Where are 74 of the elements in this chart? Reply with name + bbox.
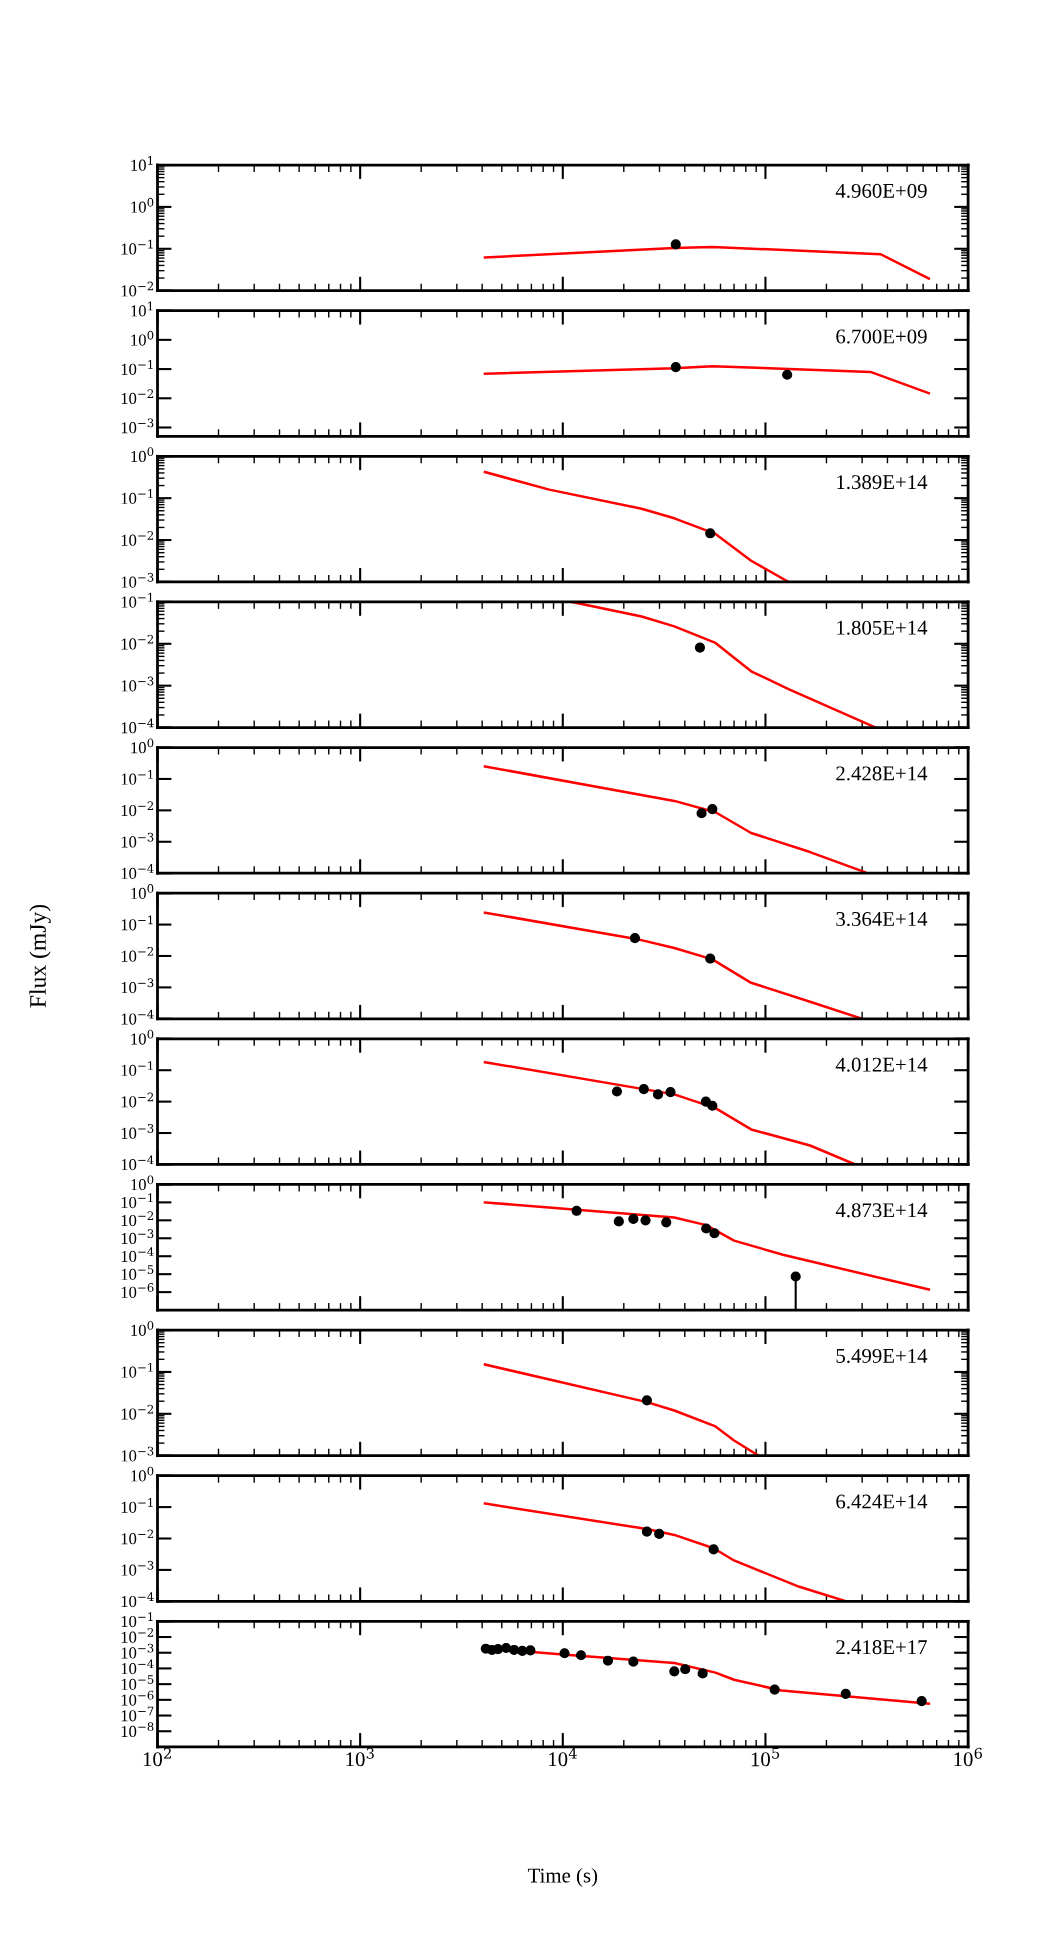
y-tick-label: 10$^{0}$ (131, 447, 154, 463)
y-tick-label: 10$^{−3}$ (121, 676, 154, 692)
y-tick-label: 10$^{−1}$ (121, 489, 153, 504)
y-tick-label: 10$^{0}$ (131, 738, 154, 754)
y-tick-label: 10$^{−8}$ (121, 1722, 154, 1738)
y-tick-label: 10$^{−4}$ (121, 718, 154, 734)
y-tick-label: 10$^{−4}$ (121, 864, 154, 879)
y-tick-label: 10$^{0}$ (131, 1175, 154, 1191)
y-tick-label: 10$^{−4}$ (121, 1009, 154, 1025)
y-axis-title: Flux (mJy) (29, 904, 51, 1008)
y-tick-label: 10$^{−2}$ (121, 946, 154, 962)
annotation: 1.389E+14 (837, 475, 928, 490)
y-tick-label: 10$^{−3}$ (121, 418, 154, 434)
x-tick-label: 10$^{6}$ (954, 1747, 982, 1767)
y-tick-label: 10$^{−3}$ (121, 1643, 154, 1659)
y-tick-label: 10$^{−5}$ (121, 1265, 154, 1281)
annotation: 5.499E+14 (836, 1348, 928, 1364)
y-tick-label: 10$^{−2}$ (121, 1627, 154, 1643)
y-tick-label: 10$^{1}$ (131, 155, 153, 171)
annotation: 4.960E+09 (835, 183, 927, 198)
annotation: 6.424E+14 (836, 1494, 928, 1509)
y-tick-label: 10$^{−4}$ (121, 1155, 154, 1171)
y-tick-label: 10$^{−2}$ (121, 281, 154, 297)
y-tick-label: 10$^{−1}$ (121, 1498, 153, 1513)
y-tick-label: 10$^{−2}$ (121, 389, 154, 405)
y-tick-label: 10$^{−2}$ (121, 801, 154, 817)
x-tick-label: 10$^{3}$ (346, 1747, 374, 1767)
y-tick-label: 10$^{−3}$ (121, 832, 154, 848)
x-tick-label: 10$^{5}$ (751, 1747, 780, 1767)
annotation: 2.428E+14 (836, 766, 928, 781)
annotation: 4.012E+14 (835, 1057, 928, 1072)
y-tick-label: 10$^{−3}$ (121, 978, 154, 994)
y-tick-label: 10$^{−6}$ (121, 1690, 154, 1706)
y-tick-label: 10$^{0}$ (131, 197, 154, 213)
y-tick-label: 10$^{−3}$ (121, 1446, 154, 1462)
y-tick-label: 10$^{−3}$ (121, 572, 154, 588)
y-tick-label: 10$^{−1}$ (121, 239, 153, 255)
y-tick-label: 10$^{−1}$ (121, 1362, 153, 1378)
y-tick-label: 10$^{−4}$ (121, 1247, 154, 1263)
y-tick-label: 10$^{0}$ (131, 884, 154, 899)
y-tick-label: 10$^{−2}$ (121, 530, 154, 546)
annotation: 3.364E+14 (836, 912, 928, 927)
y-tick-label: 10$^{−6}$ (121, 1283, 154, 1298)
annotation: 1.805E+14 (837, 620, 928, 635)
x-axis-title: Time (s) (527, 1867, 598, 1887)
annotation: 6.700E+09 (836, 329, 927, 344)
y-tick-label: 10$^{−1}$ (121, 769, 153, 785)
y-tick-label: 10$^{−3}$ (121, 1123, 154, 1139)
annotation: 2.418E+17 (836, 1640, 927, 1655)
annotation: 4.873E+14 (835, 1203, 928, 1218)
y-tick-label: 10$^{−4}$ (121, 1592, 154, 1608)
y-tick-label: 10$^{−1}$ (121, 1612, 153, 1628)
y-tick-label: 10$^{−3}$ (121, 1560, 154, 1576)
y-tick-label: 10$^{−1}$ (121, 1193, 153, 1209)
x-tick-label: 10$^{4}$ (549, 1747, 577, 1767)
y-tick-label: 10$^{−2}$ (121, 1404, 154, 1420)
y-tick-label: 10$^{0}$ (131, 1029, 154, 1045)
y-tick-label: 10$^{−7}$ (121, 1706, 154, 1722)
y-tick-label: 10$^{−1}$ (121, 360, 153, 375)
y-tick-label: 10$^{−2}$ (121, 634, 154, 650)
y-tick-label: 10$^{0}$ (131, 1466, 154, 1482)
y-tick-label: 10$^{0}$ (131, 1321, 154, 1336)
y-tick-label: 10$^{−1}$ (121, 592, 153, 608)
y-tick-label: 10$^{1}$ (131, 301, 153, 317)
y-tick-label: 10$^{−2}$ (121, 1529, 154, 1545)
y-tick-label: 10$^{−1}$ (121, 1061, 153, 1077)
y-tick-label: 10$^{−1}$ (121, 915, 153, 931)
y-tick-label: 10$^{−5}$ (121, 1675, 154, 1690)
x-tick-label: 10$^{2}$ (143, 1747, 171, 1767)
y-tick-label: 10$^{−2}$ (121, 1092, 154, 1108)
y-tick-label: 10$^{0}$ (131, 330, 154, 346)
y-tick-label: 10$^{−2}$ (121, 1211, 154, 1227)
y-tick-label: 10$^{−4}$ (121, 1659, 154, 1675)
y-tick-label: 10$^{−3}$ (121, 1229, 154, 1245)
